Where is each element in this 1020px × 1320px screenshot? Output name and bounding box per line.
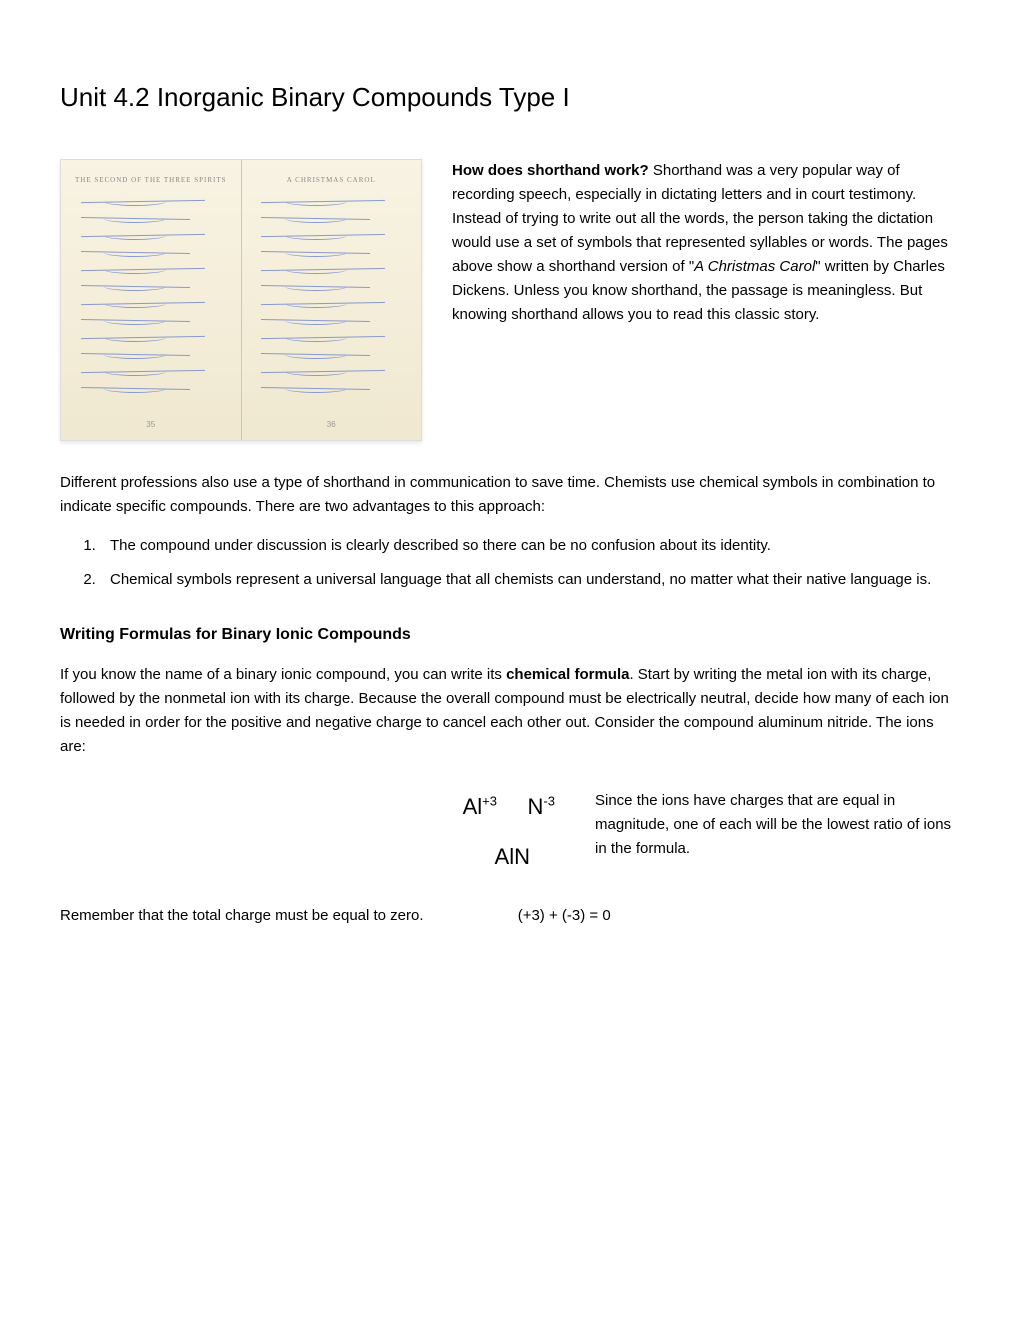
shorthand-line bbox=[73, 347, 229, 361]
intro-paragraph: How does shorthand work? Shorthand was a… bbox=[452, 159, 960, 327]
right-page-header: A CHRISTMAS CAROL bbox=[254, 175, 410, 186]
right-page-number: 36 bbox=[327, 419, 336, 432]
shorthand-line bbox=[73, 313, 229, 327]
shorthand-line bbox=[254, 211, 410, 225]
shorthand-line bbox=[73, 330, 229, 344]
advantages-list: The compound under discussion is clearly… bbox=[60, 534, 960, 592]
shorthand-line bbox=[254, 364, 410, 378]
paragraph-professions: Different professions also use a type of… bbox=[60, 471, 960, 519]
section-bold-term: chemical formula bbox=[506, 666, 629, 683]
intro-section: THE SECOND OF THE THREE SPIRITS 35 A CHR… bbox=[60, 159, 960, 441]
shorthand-line bbox=[254, 313, 410, 327]
ion-aluminum: Al+3 bbox=[463, 794, 497, 819]
shorthand-line bbox=[254, 262, 410, 276]
shorthand-line bbox=[73, 381, 229, 395]
charge-equation-math: (+3) + (-3) = 0 bbox=[518, 904, 611, 928]
section-paragraph: If you know the name of a binary ionic c… bbox=[60, 663, 960, 759]
compound-formula: AlN bbox=[60, 839, 555, 874]
left-page-number: 35 bbox=[146, 419, 155, 432]
intro-question: How does shorthand work? bbox=[452, 162, 649, 179]
shorthand-line bbox=[73, 296, 229, 310]
ions-line: Al+3 N-3 bbox=[60, 789, 555, 824]
shorthand-line bbox=[73, 194, 229, 208]
shorthand-line bbox=[254, 279, 410, 293]
intro-italic-title: A Christmas Carol bbox=[694, 258, 815, 275]
shorthand-line bbox=[254, 330, 410, 344]
shorthand-line bbox=[254, 347, 410, 361]
shorthand-line bbox=[254, 228, 410, 242]
formula-section: Al+3 N-3 AlN Since the ions have charges… bbox=[60, 789, 960, 874]
shorthand-line bbox=[73, 211, 229, 225]
formula-display: Al+3 N-3 AlN bbox=[60, 789, 555, 874]
book-right-page: A CHRISTMAS CAROL 36 bbox=[242, 160, 422, 440]
shorthand-line bbox=[73, 279, 229, 293]
list-item: Chemical symbols represent a universal l… bbox=[100, 568, 960, 592]
charge-text: Remember that the total charge must be e… bbox=[60, 907, 424, 924]
charge-statement: Remember that the total charge must be e… bbox=[60, 904, 960, 928]
shorthand-line bbox=[254, 296, 410, 310]
shorthand-line bbox=[254, 381, 410, 395]
book-left-page: THE SECOND OF THE THREE SPIRITS 35 bbox=[61, 160, 242, 440]
shorthand-book-image: THE SECOND OF THE THREE SPIRITS 35 A CHR… bbox=[60, 159, 422, 441]
section-text-start: If you know the name of a binary ionic c… bbox=[60, 666, 506, 683]
shorthand-line bbox=[254, 194, 410, 208]
ion-nitrogen: N-3 bbox=[528, 794, 555, 819]
page-title: Unit 4.2 Inorganic Binary Compounds Type… bbox=[60, 77, 960, 119]
shorthand-line bbox=[73, 262, 229, 276]
shorthand-line bbox=[73, 228, 229, 242]
section-heading: Writing Formulas for Binary Ionic Compou… bbox=[60, 622, 960, 648]
shorthand-line bbox=[73, 245, 229, 259]
left-page-header: THE SECOND OF THE THREE SPIRITS bbox=[73, 175, 229, 186]
shorthand-line bbox=[254, 245, 410, 259]
shorthand-line bbox=[73, 364, 229, 378]
formula-explanation: Since the ions have charges that are equ… bbox=[595, 789, 960, 861]
list-item: The compound under discussion is clearly… bbox=[100, 534, 960, 558]
